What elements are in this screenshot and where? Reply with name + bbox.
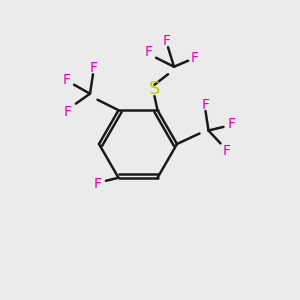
Text: F: F [191,51,199,65]
Text: F: F [163,34,170,48]
Text: F: F [227,117,235,130]
Text: F: F [90,61,98,75]
Text: F: F [223,144,230,158]
Text: F: F [145,45,153,59]
Text: F: F [94,177,101,191]
Text: F: F [202,98,209,112]
Text: F: F [63,73,70,87]
Text: S: S [149,80,160,98]
Text: F: F [64,105,72,119]
